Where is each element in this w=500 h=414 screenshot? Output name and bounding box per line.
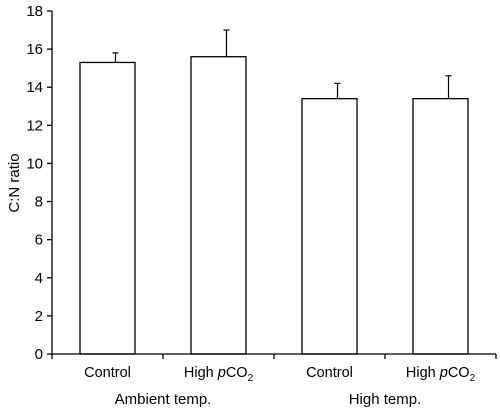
error-bars-layer bbox=[112, 29, 452, 99]
bar bbox=[79, 61, 136, 355]
y-tick-label: 2 bbox=[35, 308, 43, 325]
group-label: Ambient temp. bbox=[115, 391, 212, 408]
category-label: Control bbox=[306, 365, 353, 381]
labels-layer: 0 2 4 6 8 10 12 14 16 18 Control High pCO2 Control Hi… bbox=[26, 3, 475, 408]
y-tick-label: 8 bbox=[35, 194, 43, 211]
y-tick-label: 14 bbox=[26, 79, 43, 96]
y-tick-label: 6 bbox=[35, 232, 43, 249]
axes-layer bbox=[47, 10, 497, 359]
y-tick-label: 16 bbox=[26, 41, 43, 58]
category-label: High pCO2 bbox=[406, 365, 476, 384]
y-tick-label: 10 bbox=[26, 155, 43, 172]
y-tick-label: 4 bbox=[35, 270, 43, 287]
group-label: High temp. bbox=[349, 391, 422, 408]
y-tick-label: 18 bbox=[26, 3, 43, 20]
bars-layer bbox=[79, 56, 469, 355]
y-axis-title: C:N ratio bbox=[6, 153, 23, 212]
bar bbox=[412, 98, 469, 355]
bar bbox=[301, 98, 358, 355]
bar bbox=[190, 56, 247, 355]
category-label: High pCO2 bbox=[184, 365, 254, 384]
y-tick-label: 0 bbox=[35, 346, 43, 363]
y-tick-label: 12 bbox=[26, 117, 43, 134]
category-label: Control bbox=[84, 365, 131, 381]
